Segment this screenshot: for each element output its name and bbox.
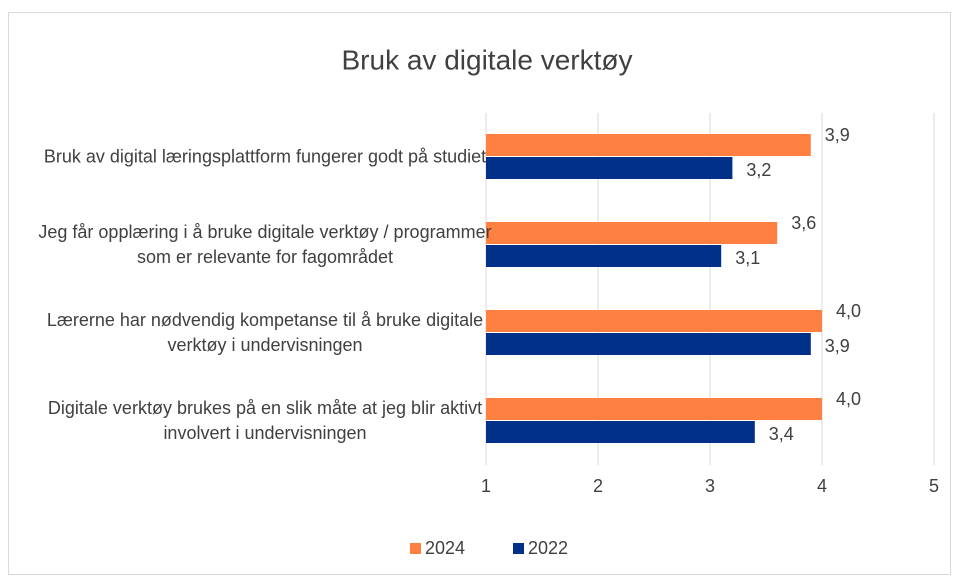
x-tick-label: 2	[593, 476, 603, 496]
chart-frame	[8, 12, 951, 575]
category-label: Bruk av digital læringsplattform fungere…	[43, 146, 487, 167]
legend-label: 2024	[425, 538, 465, 558]
chart-title: Bruk av digitale verktøy	[342, 44, 633, 75]
x-tick-label: 4	[817, 476, 827, 496]
bar	[486, 398, 822, 420]
legend-swatch	[410, 543, 421, 554]
bar	[486, 134, 811, 156]
value-label: 4,0	[836, 301, 861, 321]
bar	[486, 157, 733, 179]
value-label: 3,2	[746, 160, 771, 180]
category-label: Lærerne har nødvendig kompetanse til å b…	[46, 310, 484, 355]
x-tick-label: 1	[481, 476, 491, 496]
bar	[486, 333, 811, 355]
category-label: Digitale verktøy brukes på en slik måte …	[47, 398, 483, 443]
bar	[486, 245, 722, 267]
legend-swatch	[513, 543, 524, 554]
value-label: 3,6	[791, 213, 816, 233]
value-label: 4,0	[836, 389, 861, 409]
x-tick-label: 5	[929, 476, 939, 496]
bar	[486, 421, 755, 443]
value-label: 3,9	[825, 336, 850, 356]
value-label: 3,9	[825, 125, 850, 145]
category-label: Jeg får opplæring i å bruke digitale ver…	[38, 222, 492, 267]
legend-label: 2022	[528, 538, 568, 558]
bar	[486, 310, 822, 332]
value-label: 3,1	[735, 248, 760, 268]
bar	[486, 222, 778, 244]
x-tick-label: 3	[705, 476, 715, 496]
value-label: 3,4	[769, 424, 794, 444]
